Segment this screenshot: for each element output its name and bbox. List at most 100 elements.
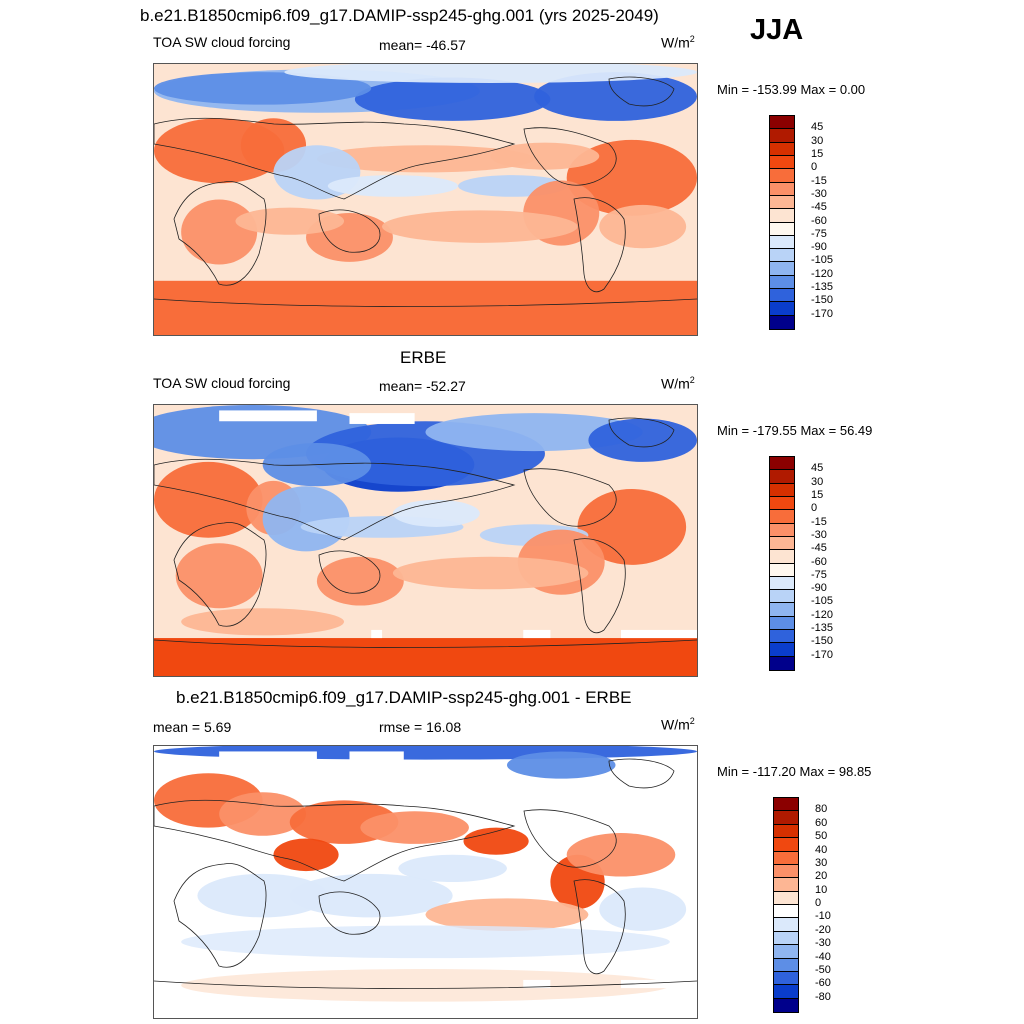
coastline [573,538,626,634]
contour-region [599,887,687,931]
contour-region [154,461,263,538]
panel-1-colorbar [769,115,795,330]
coastline [154,298,697,307]
coastline [573,879,626,975]
colorbar-box [774,918,798,932]
colorbar-box [774,838,798,852]
coastline [318,550,381,594]
colorbar-box [770,169,794,183]
colorbar-tick-label: 60 [815,816,828,829]
panel-1-minmax: Min = -153.99 Max = 0.00 [717,82,866,97]
colorbar-tick-label: 15 [811,488,824,501]
missing-data [349,751,404,760]
panel-1-units: W/m2 [661,34,695,51]
colorbar-box [770,603,794,617]
contour-region [181,608,345,636]
contour-region [599,204,687,249]
colorbar-tick-label: -135 [811,281,834,294]
coastline [154,458,516,541]
panel-1-title: b.e21.B1850cmip6.f09_g17.DAMIP-ssp245-gh… [140,6,659,25]
colorbar-tick-label: -135 [811,622,834,635]
panel-1-mean-label: mean= -46.57 [379,37,466,53]
contour-region [235,207,345,235]
colorbar-tick-label: 0 [811,502,818,515]
colorbar-tick-label: -105 [811,254,834,267]
colorbar-box [770,576,794,591]
contour-region [506,751,616,779]
contour-region [490,142,600,170]
colorbar-box [774,798,798,812]
coastline [173,181,267,286]
colorbar-tick-label: -170 [811,648,834,661]
contour-region [197,873,328,918]
colorbar-tick-label: -60 [811,214,827,227]
colorbar-box [770,563,794,577]
colorbar-box [774,998,798,1012]
panel-3-units: W/m2 [661,716,695,733]
colorbar-box [770,289,794,303]
colorbar-tick-label: -45 [811,201,827,214]
colorbar-box [770,315,794,329]
colorbar-box [770,182,794,196]
panel-3-rmse-label: rmse = 16.08 [379,719,462,735]
coastline [523,468,617,527]
colorbar-box [774,864,798,879]
colorbar-box [770,302,794,316]
contour-region [382,210,578,243]
colorbar-box [770,195,794,210]
contour-region [316,145,535,173]
panel-2-title: ERBE [400,348,447,367]
coastline [154,980,697,989]
colorbar-box [770,483,794,497]
panel-3-mean-label: mean = 5.69 [153,719,232,735]
colorbar-box [770,249,794,263]
colorbar-tick-label: 30 [811,475,824,488]
panel-2-mean-label: mean= -52.27 [379,378,466,394]
colorbar-box [770,235,794,250]
colorbar-box [774,824,798,839]
colorbar-tick-label: 0 [811,161,818,174]
colorbar-box [774,931,798,946]
colorbar-tick-label: 0 [815,897,822,909]
colorbar-tick-label: 10 [815,883,828,896]
panel-2-units: W/m2 [661,375,695,392]
contour-region [273,838,339,872]
missing-data [523,979,551,989]
panel-2-map [153,404,698,677]
missing-data [219,410,317,422]
panel-3-title: b.e21.B1850cmip6.f09_g17.DAMIP-ssp245-gh… [176,688,632,707]
coastline [173,863,267,968]
colorbar-box [770,209,794,223]
colorbar-tick-label: -20 [815,923,831,936]
coastline [154,639,697,648]
colorbar-tick-label: -90 [811,582,827,595]
contour-region [262,486,350,552]
panel-2-variable-label: TOA SW cloud forcing [153,375,291,391]
coastline [318,209,381,253]
colorbar-box [774,811,798,825]
colorbar-box [774,905,798,919]
colorbar-box [770,630,794,644]
colorbar-box [770,510,794,524]
panel-3-map [153,745,698,1019]
colorbar-box [770,536,794,551]
colorbar-tick-label: -60 [811,555,827,568]
coastline [608,417,675,448]
contour-region [392,499,480,527]
missing-data [620,629,697,639]
colorbar-box [770,262,794,276]
colorbar-tick-label: 50 [815,830,828,843]
colorbar-box [770,523,794,537]
colorbar-tick-label: -150 [811,294,834,307]
colorbar-box [770,155,794,170]
colorbar-tick-label: -75 [811,568,827,581]
colorbar-tick-label: 45 [811,121,824,134]
missing-data [523,629,551,639]
contour-region [181,199,258,265]
coastline [318,891,381,935]
contour-region [354,77,551,121]
colorbar-box [774,985,798,999]
contour-region [181,925,670,959]
colorbar-box [770,656,794,670]
colorbar-tick-label: -105 [811,595,834,608]
